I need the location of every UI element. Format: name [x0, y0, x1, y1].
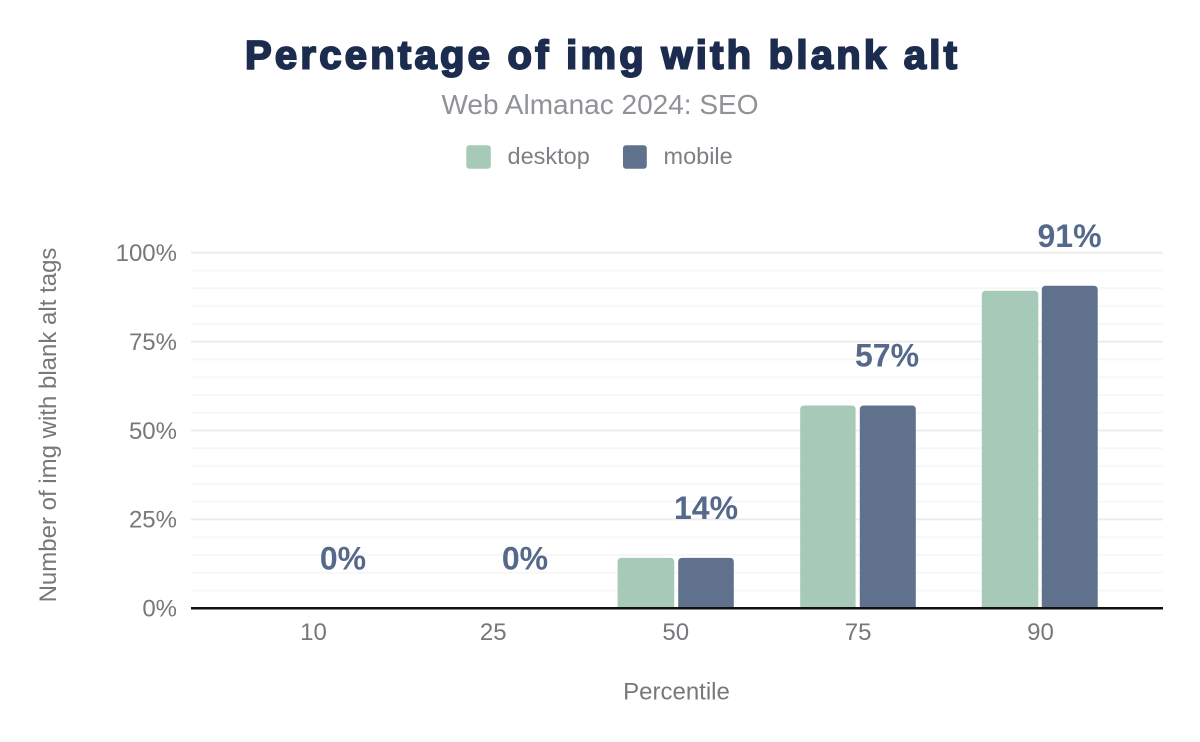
- svg-text:mobile: mobile: [664, 143, 733, 169]
- svg-text:25%: 25%: [129, 507, 177, 534]
- svg-text:Percentage of img with blank a: Percentage of img with blank alt: [245, 34, 960, 78]
- svg-text:0%: 0%: [502, 540, 548, 576]
- svg-text:Number of img with blank alt t: Number of img with blank alt tags: [35, 248, 62, 603]
- svg-text:10: 10: [300, 619, 327, 646]
- svg-text:57%: 57%: [855, 337, 919, 373]
- svg-text:Web Almanac 2024: SEO: Web Almanac 2024: SEO: [442, 89, 759, 120]
- svg-text:50%: 50%: [129, 418, 177, 445]
- svg-text:90: 90: [1027, 619, 1054, 646]
- svg-text:91%: 91%: [1037, 218, 1101, 254]
- svg-text:75: 75: [845, 619, 872, 646]
- svg-text:0%: 0%: [320, 540, 366, 576]
- svg-text:14%: 14%: [674, 490, 738, 526]
- svg-text:50: 50: [662, 619, 689, 646]
- svg-text:25: 25: [480, 619, 507, 646]
- svg-text:Percentile: Percentile: [623, 679, 730, 706]
- svg-text:desktop: desktop: [508, 143, 590, 169]
- svg-text:75%: 75%: [129, 329, 177, 356]
- svg-text:0%: 0%: [142, 596, 177, 623]
- svg-text:100%: 100%: [116, 240, 177, 267]
